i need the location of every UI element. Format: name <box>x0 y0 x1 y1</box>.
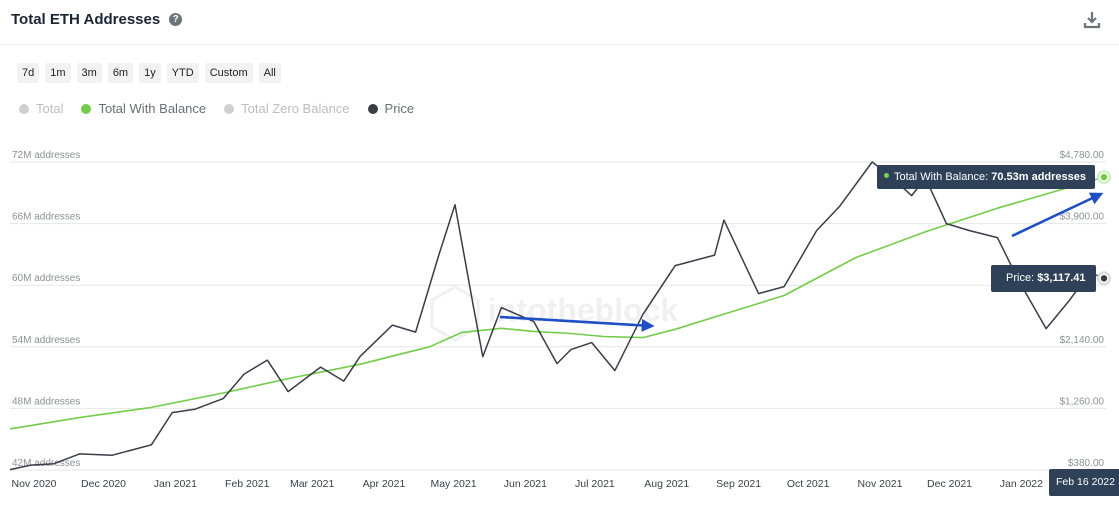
annotation-arrows <box>499 192 1104 332</box>
range-3m-button[interactable]: 3m <box>76 63 102 83</box>
x-tick-label: Jul 2021 <box>575 478 615 490</box>
legend-dot-icon <box>19 103 29 114</box>
tooltip-price: Price: $3,117.41 <box>991 265 1096 292</box>
green-dot-icon <box>884 173 889 178</box>
legend-item-total[interactable]: Total <box>19 101 63 116</box>
x-tick-label: Feb 2021 <box>225 478 270 490</box>
page-title: Total ETH Addresses ? <box>11 11 183 28</box>
legend-item-total-zero-balance[interactable]: Total Zero Balance <box>224 101 350 116</box>
legend-dot-icon <box>81 103 92 114</box>
y-right-tick-label: $3,900.00 <box>1060 212 1105 223</box>
y-right-tick-label: $1,260.00 <box>1060 396 1105 407</box>
x-tick-label: May 2021 <box>430 478 476 490</box>
tooltip-value: 70.53m addresses <box>991 171 1087 183</box>
x-tick-label: Jan 2021 <box>154 478 197 490</box>
y-axis-left: 72M addresses 66M addresses 60M addresses 5… <box>12 150 80 469</box>
range-custom-button[interactable]: Custom <box>204 63 253 83</box>
question-circle-icon[interactable]: ? <box>169 13 183 26</box>
header-divider <box>0 44 1119 45</box>
price-marker <box>1099 273 1109 284</box>
x-tick-label: Dec 2020 <box>81 478 126 490</box>
price-line <box>9 161 1105 471</box>
legend-label: Price <box>384 101 415 116</box>
x-tick-label: Dec 2021 <box>927 478 972 490</box>
balance-marker <box>1099 172 1109 182</box>
range-7d-button[interactable]: 7d <box>17 63 40 83</box>
annotation-arrow <box>1011 192 1104 238</box>
y-left-tick-label: 48M addresses <box>12 396 80 407</box>
y-right-tick-label: $2,140.00 <box>1060 335 1105 346</box>
y-right-tick-label: $380.00 <box>1068 458 1105 469</box>
x-tick-label: Nov 2021 <box>858 478 903 490</box>
legend: Total Total With Balance Total Zero Bala… <box>19 101 414 116</box>
tooltip-value: $3,117.41 <box>1037 272 1086 284</box>
legend-dot-icon <box>224 103 235 114</box>
legend-label: Total <box>36 101 64 116</box>
markers <box>1097 170 1111 286</box>
legend-item-price[interactable]: Price <box>367 101 415 116</box>
tooltip-label: Total With Balance: <box>894 171 992 183</box>
x-tick-label: Jun 2021 <box>504 478 547 490</box>
series-layer <box>9 161 1105 471</box>
legend-label: Total With Balance <box>98 101 207 116</box>
x-tick-label: Apr 2021 <box>363 478 406 490</box>
range-6m-button[interactable]: 6m <box>107 63 134 83</box>
tooltip-date: Feb 16 2022 <box>1049 469 1119 496</box>
range-1y-button[interactable]: 1y <box>139 63 161 83</box>
y-axis-right: $4,780.00 $3,900.00 $2,140.00 $1,260.00 $380… <box>1060 150 1105 469</box>
y-left-tick-label: 72M addresses <box>12 150 80 161</box>
range-ytd-button[interactable]: YTD <box>166 63 199 83</box>
chart-title: Total ETH Addresses <box>11 11 161 28</box>
tooltip-label: Price: <box>1006 272 1038 284</box>
range-selector: 7d 1m 3m 6m 1y YTD Custom All <box>17 63 281 83</box>
y-left-tick-label: 66M addresses <box>12 212 80 223</box>
x-tick-label: Jan 2022 <box>1000 478 1043 490</box>
legend-label: Total Zero Balance <box>241 101 350 116</box>
x-tick-label: Mar 2021 <box>290 478 335 490</box>
y-left-tick-label: 54M addresses <box>12 335 80 346</box>
y-left-tick-label: 60M addresses <box>12 273 80 284</box>
y-right-tick-label: $4,780.00 <box>1060 150 1105 161</box>
legend-item-total-with-balance[interactable]: Total With Balance <box>81 101 206 116</box>
x-tick-label: Nov 2020 <box>12 478 57 490</box>
download-icon[interactable] <box>1083 11 1101 29</box>
tooltip-total-with-balance: Total With Balance: 70.53m addresses <box>877 165 1096 189</box>
grid <box>10 161 1106 471</box>
annotation-arrow <box>499 315 655 332</box>
x-tick-label: Oct 2021 <box>787 478 830 490</box>
legend-dot-icon <box>367 103 378 114</box>
x-axis: Nov 2020 Dec 2020 Jan 2021 Feb 2021 Mar 2021… <box>12 478 1044 490</box>
x-tick-label: Aug 2021 <box>644 478 689 490</box>
x-tick-label: Sep 2021 <box>716 478 761 490</box>
range-1m-button[interactable]: 1m <box>45 63 71 83</box>
range-all-button[interactable]: All <box>258 63 281 83</box>
total-with-balance-line <box>9 176 1105 430</box>
